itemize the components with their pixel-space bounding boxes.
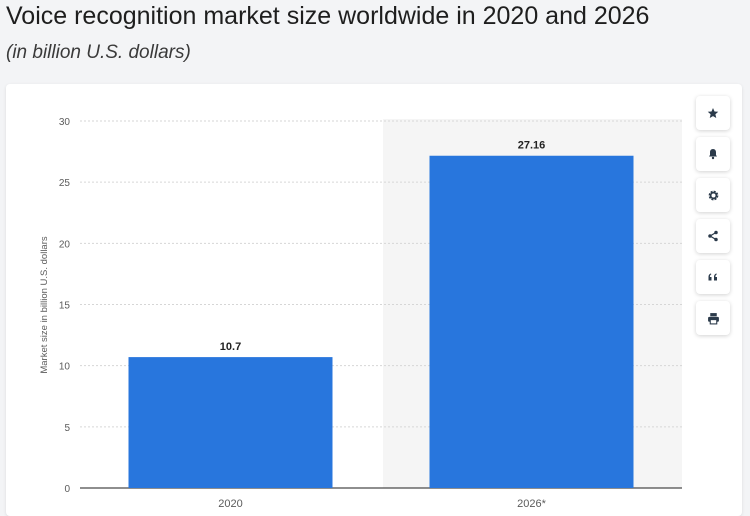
favorite-button[interactable] [696, 96, 730, 130]
print-button[interactable] [696, 301, 730, 335]
printer-icon [707, 312, 719, 324]
page-subtitle: (in billion U.S. dollars) [6, 42, 191, 63]
bar-value-label: 27.16 [518, 140, 546, 152]
share-button[interactable] [696, 219, 730, 253]
x-tick-label: 2020 [218, 498, 242, 510]
y-tick-label: 10 [59, 362, 71, 373]
cite-button[interactable] [696, 260, 730, 294]
y-tick-label: 30 [59, 117, 71, 128]
y-axis-title: Market size in billion U.S. dollars [39, 236, 50, 374]
quote-icon [708, 273, 717, 281]
y-tick-label: 5 [64, 423, 70, 434]
chart-toolbar [696, 96, 730, 342]
bell-icon [709, 149, 717, 160]
x-tick-label: 2026* [517, 498, 546, 510]
page-title: Voice recognition market size worldwide … [6, 2, 650, 30]
bar [128, 357, 333, 488]
y-tick-label: 0 [64, 484, 70, 495]
y-tick-label: 20 [59, 239, 71, 250]
bar [429, 155, 634, 488]
y-tick-label: 15 [59, 301, 71, 312]
gear-icon [708, 190, 718, 200]
star-icon [707, 108, 719, 118]
share-icon [708, 230, 718, 242]
settings-button[interactable] [696, 178, 730, 212]
notification-button[interactable] [696, 137, 730, 171]
y-tick-label: 25 [59, 178, 71, 189]
bar-value-label: 10.7 [220, 341, 241, 353]
